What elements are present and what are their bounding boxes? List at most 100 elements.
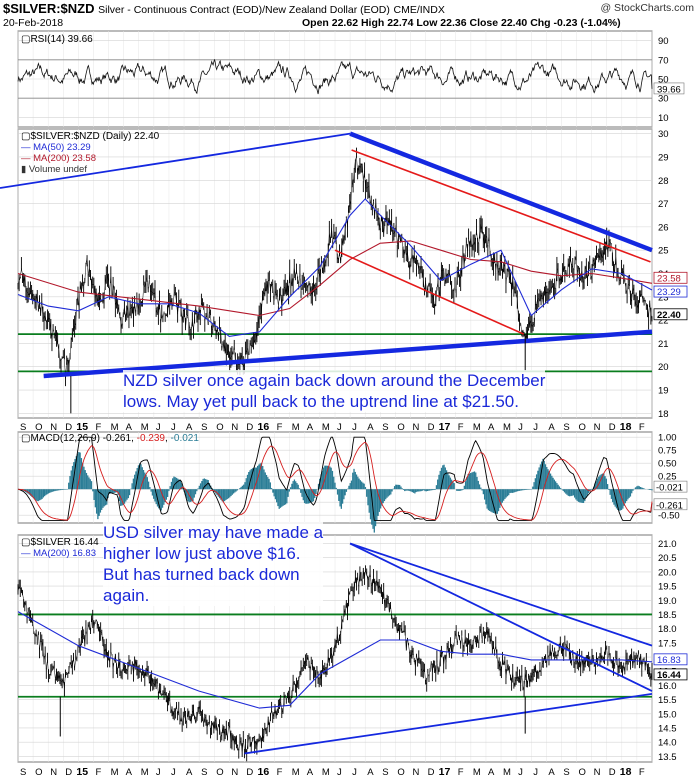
nzd-last-box: [653, 285, 688, 298]
y-tick-label-usd: 14.5: [658, 723, 677, 734]
x-axis-label-nzd: A: [367, 422, 374, 433]
x-axis-label-nzd: J: [518, 422, 523, 433]
nzd-red-channel-lower: [334, 249, 525, 335]
x-axis-label-usd: D: [428, 767, 435, 778]
x-axis-label-usd: A: [548, 767, 555, 778]
usd-last-box: [653, 668, 688, 681]
x-axis-label-nzd: A: [488, 422, 495, 433]
watermark: @ StockCharts.com: [600, 2, 694, 14]
x-axis-label-usd: F: [277, 767, 283, 778]
y-tick-label-macd: 0.25: [658, 472, 677, 483]
y-tick-label-nzd: 23: [658, 292, 669, 303]
nzd-long-uptrend-line: [0, 132, 351, 189]
x-axis-label-usd: A: [126, 767, 133, 778]
nzd-price-line: [17, 156, 653, 379]
nzd-ma200-line: [17, 240, 653, 317]
nzd-upper-channel-line: [349, 131, 653, 253]
y-tick-label-nzd: 19: [658, 386, 669, 397]
nzd-legend-main: ▢$SILVER:$NZD (Daily) 22.40: [21, 131, 160, 142]
x-axis-label-usd: A: [367, 767, 374, 778]
x-axis-label-usd: M: [111, 767, 119, 778]
y-tick-label-usd: 20.5: [658, 553, 677, 564]
x-axis-label-usd: S: [382, 767, 388, 778]
x-axis-label-nzd: N: [412, 422, 419, 433]
x-axis-label-usd: 17: [439, 766, 451, 778]
nzd-last-box: [653, 308, 688, 321]
x-axis-label-nzd: 15: [76, 421, 88, 433]
macd-line: [17, 436, 653, 521]
x-axis-label-usd: M: [322, 767, 330, 778]
x-axis-label-nzd: 16: [258, 421, 270, 433]
nzd-ma50-line: [17, 198, 653, 337]
nzd-uptrend-line: [43, 329, 653, 379]
x-axis-label-usd: 15: [76, 766, 88, 778]
x-axis-label-usd: N: [231, 767, 238, 778]
usd-annotation: USD silver may have made a higher low ju…: [103, 522, 324, 606]
x-axis-label-nzd: O: [397, 422, 404, 433]
usd-price-line: [17, 570, 653, 753]
nzd-legend-ma50: — MA(50) 23.29: [21, 142, 91, 153]
nzd-annotation-line: lows. May yet pull back to the uptrend l…: [123, 392, 519, 411]
x-axis-label-nzd: F: [277, 422, 283, 433]
x-axis-label-nzd: N: [594, 422, 601, 433]
x-axis-label-usd: M: [292, 767, 300, 778]
x-axis-label-usd: N: [594, 767, 601, 778]
x-axis-label-nzd: M: [473, 422, 481, 433]
usd-legend-ma200: — MA(200) 16.83: [21, 548, 96, 559]
chart-symbol: $SILVER:$NZD: [3, 1, 95, 16]
y-tick-label-nzd: 26: [658, 222, 669, 233]
x-axis-label-nzd: 17: [439, 421, 451, 433]
x-axis-label-usd: F: [639, 767, 645, 778]
x-axis-label-nzd: J: [156, 422, 161, 433]
usd-trendline: [349, 542, 653, 647]
x-axis-label-usd: A: [488, 767, 495, 778]
x-axis-label-usd: D: [246, 767, 253, 778]
macd-legend: ▢MACD(12,26,9) -0.261, -0.239, -0.021: [21, 433, 199, 444]
y-tick-label-usd: 17.5: [658, 638, 677, 649]
x-axis-label-usd: M: [473, 767, 481, 778]
x-axis-label-usd: M: [503, 767, 511, 778]
chart-exchange: CME/INDX: [393, 4, 445, 16]
x-axis-label-usd: N: [50, 767, 57, 778]
x-axis-label-usd: J: [533, 767, 538, 778]
x-axis-label-nzd: D: [65, 422, 72, 433]
usd-last-box: [653, 653, 688, 666]
y-tick-label-macd: 0.50: [658, 459, 677, 470]
macd-last-box: [653, 498, 688, 511]
x-axis-label-usd: J: [337, 767, 342, 778]
x-axis-label-nzd: M: [141, 422, 149, 433]
x-axis-label-nzd: S: [382, 422, 388, 433]
x-axis-label-usd: 18: [620, 766, 632, 778]
y-tick-label-usd: 21.0: [658, 539, 677, 550]
x-axis-label-nzd: O: [216, 422, 223, 433]
rsi-line: [17, 59, 653, 95]
x-axis-label-usd: M: [141, 767, 149, 778]
x-axis-label-nzd: A: [307, 422, 314, 433]
usd-ma200-line: [17, 611, 653, 709]
y-tick-label-usd: 13.5: [658, 752, 677, 763]
x-axis-label-nzd: J: [337, 422, 342, 433]
x-axis-label-usd: 16: [258, 766, 270, 778]
y-tick-label-rsi: 90: [658, 36, 669, 47]
x-axis-label-nzd: D: [609, 422, 616, 433]
y-tick-label-usd: 18.0: [658, 624, 677, 635]
chart-description: Silver - Continuous Contract (EOD)/New Z…: [98, 4, 390, 16]
rsi-last-label: 39.66: [657, 84, 681, 95]
y-tick-label-nzd: 21: [658, 339, 669, 350]
x-axis-label-usd: S: [563, 767, 569, 778]
nzd-last-label: 23.29: [657, 287, 681, 298]
x-axis-label-usd: J: [518, 767, 523, 778]
y-tick-label-nzd: 18: [658, 409, 669, 420]
x-axis-label-usd: A: [307, 767, 314, 778]
x-axis-label-nzd: M: [292, 422, 300, 433]
x-axis-label-nzd: M: [503, 422, 511, 433]
x-axis-label-usd: D: [65, 767, 72, 778]
y-tick-label-nzd: 20: [658, 362, 669, 373]
x-axis-label-nzd: A: [548, 422, 555, 433]
nzd-annotation: NZD silver once again back down around t…: [123, 370, 546, 412]
x-axis-label-usd: O: [397, 767, 404, 778]
chart-title: $SILVER:$NZD Silver - Continuous Contrac…: [3, 1, 445, 16]
y-tick-label-usd: 15.0: [658, 709, 677, 720]
y-tick-label-usd: 19.5: [658, 582, 677, 593]
